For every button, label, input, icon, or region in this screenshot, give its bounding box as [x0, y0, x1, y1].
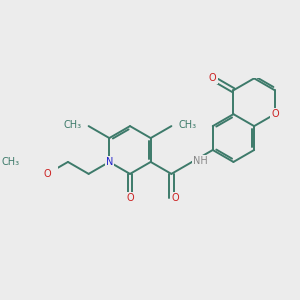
Text: CH₃: CH₃	[2, 157, 20, 167]
Text: NH: NH	[193, 156, 208, 166]
Text: CH₃: CH₃	[64, 120, 82, 130]
Text: O: O	[271, 109, 279, 119]
Text: O: O	[44, 169, 51, 179]
Text: O: O	[172, 193, 179, 203]
Text: O: O	[126, 194, 134, 203]
Text: CH₃: CH₃	[178, 120, 196, 130]
Text: N: N	[106, 157, 113, 167]
Text: O: O	[209, 73, 217, 83]
